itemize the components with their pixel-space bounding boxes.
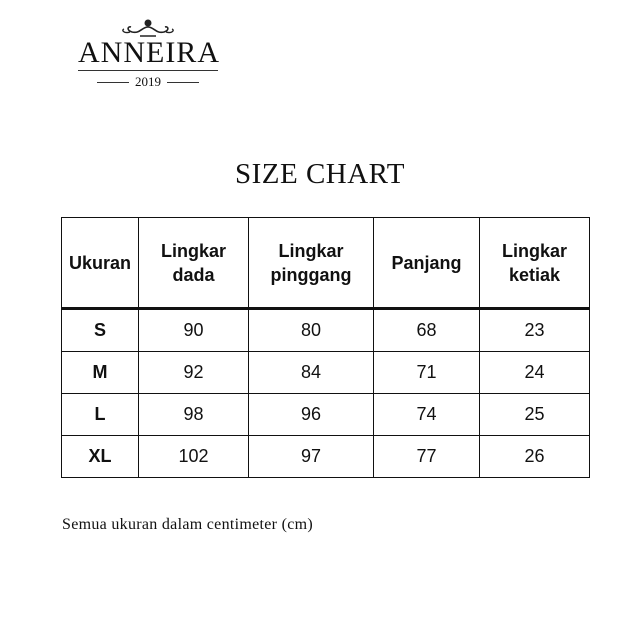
waist-cell: 80 bbox=[248, 308, 375, 352]
header-armpit: Lingkar ketiak bbox=[479, 217, 591, 310]
armpit-cell: 24 bbox=[479, 351, 591, 394]
size-cell: M bbox=[61, 351, 139, 394]
table-header-row: Ukuran Lingkar dada Lingkar pinggang Pan… bbox=[61, 217, 591, 310]
brand-year: 2019 bbox=[135, 74, 161, 89]
waist-cell: 97 bbox=[248, 435, 375, 478]
divider bbox=[167, 81, 199, 83]
header-size: Ukuran bbox=[61, 217, 139, 310]
chest-cell: 102 bbox=[137, 435, 250, 478]
divider bbox=[97, 81, 129, 83]
brand-divider bbox=[78, 70, 218, 71]
length-cell: 71 bbox=[373, 351, 481, 394]
armpit-cell: 25 bbox=[479, 393, 591, 436]
unit-note: Semua ukuran dalam centimeter (cm) bbox=[62, 516, 313, 533]
table-row: M 92 84 71 24 bbox=[61, 351, 591, 394]
armpit-cell: 26 bbox=[479, 435, 591, 478]
size-cell: L bbox=[61, 393, 139, 436]
table-row: S 90 80 68 23 bbox=[61, 308, 591, 352]
table-row: XL 102 97 77 26 bbox=[61, 435, 591, 478]
chest-cell: 98 bbox=[137, 393, 250, 436]
header-waist: Lingkar pinggang bbox=[248, 217, 375, 310]
page-title: SIZE CHART bbox=[234, 158, 405, 190]
header-chest: Lingkar dada bbox=[137, 217, 250, 310]
length-cell: 77 bbox=[373, 435, 481, 478]
header-length: Panjang bbox=[373, 217, 481, 310]
table-row: L 98 96 74 25 bbox=[61, 393, 591, 436]
size-cell: S bbox=[61, 308, 139, 352]
waist-cell: 96 bbox=[248, 393, 375, 436]
brand-logo: ANNEIRA 2019 bbox=[78, 18, 220, 90]
size-cell: XL bbox=[61, 435, 139, 478]
length-cell: 68 bbox=[373, 308, 481, 352]
chest-cell: 90 bbox=[137, 308, 250, 352]
waist-cell: 84 bbox=[248, 351, 375, 394]
chest-cell: 92 bbox=[137, 351, 250, 394]
size-table: Ukuran Lingkar dada Lingkar pinggang Pan… bbox=[61, 217, 591, 478]
armpit-cell: 23 bbox=[479, 308, 591, 352]
brand-name: ANNEIRA bbox=[78, 36, 220, 69]
ornament-icon bbox=[122, 19, 174, 37]
length-cell: 74 bbox=[373, 393, 481, 436]
